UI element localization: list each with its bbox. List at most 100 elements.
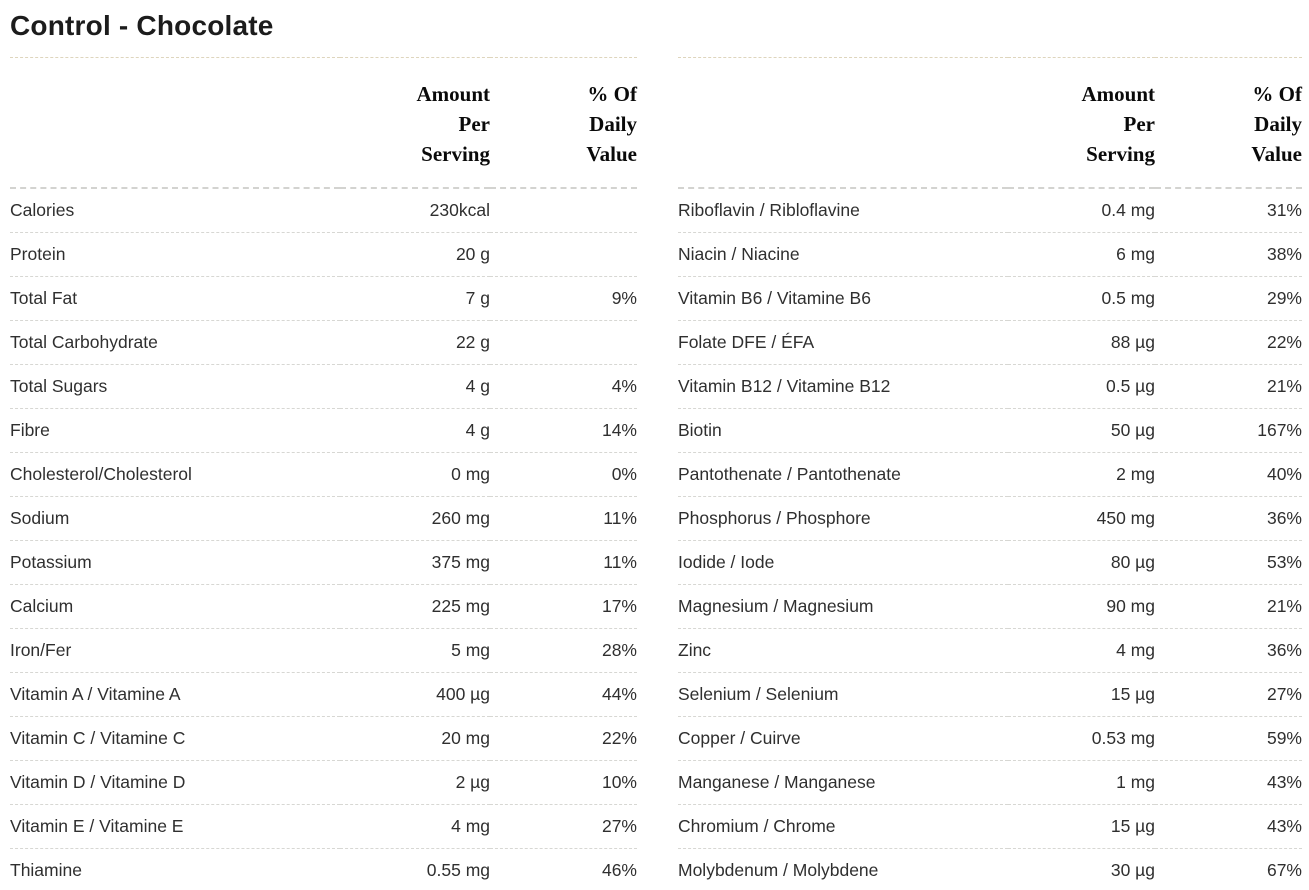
row-nutrient-label: Manganese / Manganese [678,760,1008,805]
table-row: Folate DFE / ÉFA 88 µg 22% [678,320,1302,365]
row-nutrient-label: Cholesterol/Cholesterol [10,452,340,497]
table-row: Cholesterol/Cholesterol 0 mg 0% [10,452,637,497]
table-row: Fibre 4 g 14% [10,408,637,453]
row-nutrient-label: Copper / Cuirve [678,716,1008,761]
table-row: Potassium 375 mg 11% [10,540,637,585]
row-amount-per-serving: 20 g [340,232,490,277]
row-nutrient-label: Pantothenate / Pantothenate [678,452,1008,497]
row-daily-value-percent: 31% [1155,188,1302,233]
row-nutrient-label: Iron/Fer [10,628,340,673]
row-nutrient-label: Vitamin B12 / Vitamine B12 [678,364,1008,409]
row-daily-value-percent: 38% [1155,232,1302,277]
row-nutrient-label: Calcium [10,584,340,629]
row-nutrient-label: Molybdenum / Molybdene [678,848,1008,890]
row-nutrient-label: Vitamin A / Vitamine A [10,672,340,717]
row-nutrient-label: Zinc [678,628,1008,673]
row-daily-value-percent: 21% [1155,364,1302,409]
row-nutrient-label: Potassium [10,540,340,585]
row-amount-per-serving: 0.53 mg [1008,716,1155,761]
table-row: Zinc 4 mg 36% [678,628,1302,673]
table-row: Calcium 225 mg 17% [10,584,637,629]
row-amount-per-serving: 225 mg [340,584,490,629]
row-daily-value-percent: 167% [1155,408,1302,453]
row-daily-value-percent: 11% [490,540,637,585]
row-daily-value-percent: 22% [490,716,637,761]
row-amount-per-serving: 0.5 µg [1008,364,1155,409]
row-nutrient-label: Vitamin D / Vitamine D [10,760,340,805]
row-daily-value-percent [490,232,637,277]
row-nutrient-label: Vitamin E / Vitamine E [10,804,340,849]
row-amount-per-serving: 4 mg [340,804,490,849]
table-row: Vitamin C / Vitamine C 20 mg 22% [10,716,637,761]
row-daily-value-percent [490,188,637,233]
row-daily-value-percent: 36% [1155,628,1302,673]
table-row: Vitamin B12 / Vitamine B12 0.5 µg 21% [678,364,1302,409]
header-daily-value-label: % Of Daily Value [586,82,637,166]
row-nutrient-label: Fibre [10,408,340,453]
table-row: Niacin / Niacine 6 mg 38% [678,232,1302,277]
nutrition-facts-page: Control - Chocolate Amount Per Serving %… [0,8,1309,890]
row-daily-value-percent: 10% [490,760,637,805]
row-amount-per-serving: 375 mg [340,540,490,585]
row-nutrient-label: Total Fat [10,276,340,321]
nutrition-table-right: Amount Per Serving % Of Daily Value Ribo… [678,57,1302,890]
row-amount-per-serving: 2 µg [340,760,490,805]
row-daily-value-percent: 40% [1155,452,1302,497]
row-amount-per-serving: 7 g [340,276,490,321]
row-amount-per-serving: 2 mg [1008,452,1155,497]
table-body-left: Calories 230kcal Protein 20 g Total Fat 7 g 9%… [10,188,637,890]
row-daily-value-percent: 17% [490,584,637,629]
row-daily-value-percent: 29% [1155,276,1302,321]
row-nutrient-label: Phosphorus / Phosphore [678,496,1008,541]
row-daily-value-percent: 9% [490,276,637,321]
row-nutrient-label: Folate DFE / ÉFA [678,320,1008,365]
row-nutrient-label: Magnesium / Magnesium [678,584,1008,629]
row-amount-per-serving: 6 mg [1008,232,1155,277]
header-amount-per-serving: Amount Per Serving [340,57,490,189]
table-row: Vitamin A / Vitamine A 400 µg 44% [10,672,637,717]
header-spacer [10,57,340,189]
nutrition-tables-container: Amount Per Serving % Of Daily Value Calo… [10,57,1302,890]
row-daily-value-percent: 21% [1155,584,1302,629]
row-daily-value-percent: 43% [1155,804,1302,849]
row-amount-per-serving: 1 mg [1008,760,1155,805]
row-amount-per-serving: 4 g [340,408,490,453]
row-amount-per-serving: 4 g [340,364,490,409]
row-nutrient-label: Sodium [10,496,340,541]
table-row: Total Sugars 4 g 4% [10,364,637,409]
row-nutrient-label: Niacin / Niacine [678,232,1008,277]
row-nutrient-label: Vitamin B6 / Vitamine B6 [678,276,1008,321]
table-row: Riboflavin / Ribloflavine 0.4 mg 31% [678,188,1302,233]
header-amount-label: Amount Per Serving [416,82,490,166]
table-row: Pantothenate / Pantothenate 2 mg 40% [678,452,1302,497]
table-row: Biotin 50 µg 167% [678,408,1302,453]
header-daily-value: % Of Daily Value [1155,57,1302,189]
page-title: Control - Chocolate [10,10,274,41]
row-daily-value-percent: 27% [490,804,637,849]
row-daily-value-percent: 4% [490,364,637,409]
table-row: Chromium / Chrome 15 µg 43% [678,804,1302,849]
table-row: Copper / Cuirve 0.53 mg 59% [678,716,1302,761]
row-amount-per-serving: 15 µg [1008,804,1155,849]
header-amount-label: Amount Per Serving [1081,82,1155,166]
row-daily-value-percent: 53% [1155,540,1302,585]
row-daily-value-percent: 0% [490,452,637,497]
row-amount-per-serving: 90 mg [1008,584,1155,629]
row-daily-value-percent: 28% [490,628,637,673]
header-amount-per-serving: Amount Per Serving [1008,57,1155,189]
table-row: Iron/Fer 5 mg 28% [10,628,637,673]
row-daily-value-percent: 46% [490,848,637,890]
row-nutrient-label: Total Sugars [10,364,340,409]
table-row: Protein 20 g [10,232,637,277]
row-amount-per-serving: 260 mg [340,496,490,541]
row-amount-per-serving: 0 mg [340,452,490,497]
table-row: Molybdenum / Molybdene 30 µg 67% [678,848,1302,890]
row-daily-value-percent: 11% [490,496,637,541]
row-amount-per-serving: 22 g [340,320,490,365]
row-nutrient-label: Thiamine [10,848,340,890]
row-daily-value-percent: 44% [490,672,637,717]
row-nutrient-label: Iodide / Iode [678,540,1008,585]
header-daily-value: % Of Daily Value [490,57,637,189]
row-daily-value-percent: 67% [1155,848,1302,890]
row-amount-per-serving: 0.5 mg [1008,276,1155,321]
